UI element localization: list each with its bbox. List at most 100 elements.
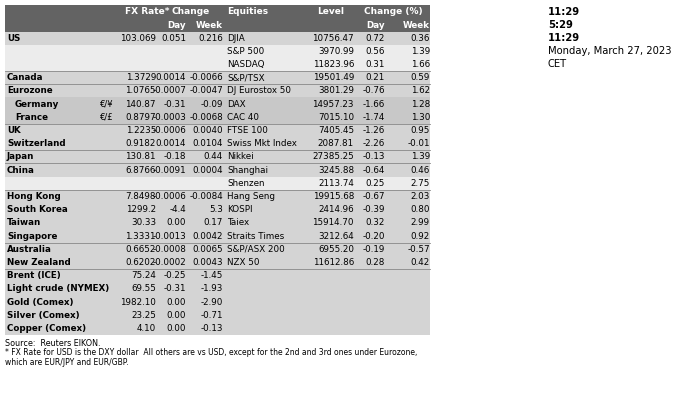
Text: 11:29: 11:29 (548, 33, 580, 43)
Text: CAC 40: CAC 40 (227, 113, 259, 122)
Text: 1.30: 1.30 (411, 113, 430, 122)
Text: 11612.86: 11612.86 (313, 258, 354, 267)
Text: Day: Day (168, 21, 186, 30)
Text: 30.33: 30.33 (131, 218, 156, 227)
Text: S&P/ASX 200: S&P/ASX 200 (227, 245, 284, 254)
Text: Level: Level (317, 8, 344, 16)
Text: -0.20: -0.20 (363, 232, 385, 240)
Text: Taiwan: Taiwan (7, 218, 41, 227)
Text: -0.0013: -0.0013 (153, 232, 186, 240)
Bar (5, 84, 430, 98)
Text: DJ Eurostox 50: DJ Eurostox 50 (227, 86, 291, 95)
Text: 0.9182: 0.9182 (126, 139, 156, 148)
Text: 0.95: 0.95 (411, 126, 430, 135)
Text: Copper (Comex): Copper (Comex) (7, 324, 86, 333)
Text: -0.0006: -0.0006 (153, 192, 186, 201)
Text: 4.10: 4.10 (137, 324, 156, 333)
Text: 0.92: 0.92 (411, 232, 430, 240)
Text: Change: Change (171, 8, 210, 16)
Text: 1982.10: 1982.10 (120, 298, 156, 306)
Bar (5, 111, 430, 124)
Text: -0.0002: -0.0002 (153, 258, 186, 267)
Bar (5, 150, 430, 164)
Text: Week: Week (403, 21, 430, 30)
Text: 2113.74: 2113.74 (318, 179, 354, 188)
Text: KOSPI: KOSPI (227, 205, 253, 214)
Text: Gold (Comex): Gold (Comex) (7, 298, 74, 306)
Text: 0.0014: 0.0014 (155, 73, 186, 82)
Text: Brent (ICE): Brent (ICE) (7, 271, 60, 280)
Bar (5, 45, 430, 58)
Bar (5, 98, 430, 111)
Text: Shanghai: Shanghai (227, 166, 268, 174)
Text: -0.0007: -0.0007 (152, 86, 186, 95)
Text: 11:29: 11:29 (548, 7, 580, 17)
Text: 1.39: 1.39 (411, 47, 430, 56)
Text: 140.87: 140.87 (126, 100, 156, 108)
Text: -0.31: -0.31 (164, 284, 186, 293)
Bar (5, 282, 430, 296)
Text: 75.24: 75.24 (131, 271, 156, 280)
Text: 0.216: 0.216 (199, 34, 223, 42)
Text: -0.13: -0.13 (201, 324, 223, 333)
Text: -0.09: -0.09 (201, 100, 223, 108)
Bar (5, 296, 430, 309)
Text: Germany: Germany (15, 100, 59, 108)
Text: S&P/TSX: S&P/TSX (227, 73, 264, 82)
Text: -0.01: -0.01 (407, 139, 430, 148)
Text: 0.59: 0.59 (411, 73, 430, 82)
Text: 0.6202: 0.6202 (126, 258, 156, 267)
Text: -0.0068: -0.0068 (189, 113, 223, 122)
Text: 0.00: 0.00 (166, 311, 186, 320)
Text: 0.44: 0.44 (204, 152, 223, 161)
Text: 0.31: 0.31 (365, 60, 385, 69)
Text: 10756.47: 10756.47 (313, 34, 354, 42)
Text: Light crude (NYMEX): Light crude (NYMEX) (7, 284, 109, 293)
Text: 5.3: 5.3 (209, 205, 223, 214)
Bar (5, 137, 430, 150)
Bar (5, 243, 430, 256)
Text: 1.66: 1.66 (411, 60, 430, 69)
Bar (5, 230, 430, 243)
Text: 0.051: 0.051 (161, 34, 186, 42)
Text: -1.74: -1.74 (363, 113, 385, 122)
Text: 0.17: 0.17 (203, 218, 223, 227)
Text: 103.069: 103.069 (120, 34, 156, 42)
Text: Switzerland: Switzerland (7, 139, 66, 148)
Bar (5, 256, 430, 269)
Text: -0.0008: -0.0008 (152, 245, 186, 254)
Text: Source:  Reuters EIKON.: Source: Reuters EIKON. (5, 339, 100, 348)
Text: 1.28: 1.28 (411, 100, 430, 108)
Text: Shenzen: Shenzen (227, 179, 264, 188)
Text: Day: Day (366, 21, 385, 30)
Text: -0.13: -0.13 (363, 152, 385, 161)
Text: Eurozone: Eurozone (7, 86, 53, 95)
Text: -0.57: -0.57 (407, 245, 430, 254)
Bar (5, 203, 430, 216)
Bar (5, 164, 430, 177)
Text: 23.25: 23.25 (131, 311, 156, 320)
Text: -1.66: -1.66 (363, 100, 385, 108)
Text: Equities: Equities (227, 8, 268, 16)
Text: 0.32: 0.32 (365, 218, 385, 227)
Text: Hang Seng: Hang Seng (227, 192, 275, 201)
Text: -0.64: -0.64 (363, 166, 385, 174)
Text: 0.21: 0.21 (365, 73, 385, 82)
Text: €/£: €/£ (100, 113, 114, 122)
Text: Nikkei: Nikkei (227, 152, 254, 161)
Text: 0.36: 0.36 (411, 34, 430, 42)
Text: 1.39: 1.39 (411, 152, 430, 161)
Text: 0.00: 0.00 (166, 298, 186, 306)
Text: Singapore: Singapore (7, 232, 58, 240)
Text: -0.0003: -0.0003 (152, 113, 186, 122)
Text: 2.99: 2.99 (411, 218, 430, 227)
Text: 0.0004: 0.0004 (192, 166, 223, 174)
Text: DJIA: DJIA (227, 34, 245, 42)
Text: -0.76: -0.76 (363, 86, 385, 95)
Text: -0.39: -0.39 (363, 205, 385, 214)
Text: Australia: Australia (7, 245, 52, 254)
Text: 3970.99: 3970.99 (318, 47, 354, 56)
Text: 0.46: 0.46 (411, 166, 430, 174)
Text: France: France (15, 113, 48, 122)
Text: 0.42: 0.42 (411, 258, 430, 267)
